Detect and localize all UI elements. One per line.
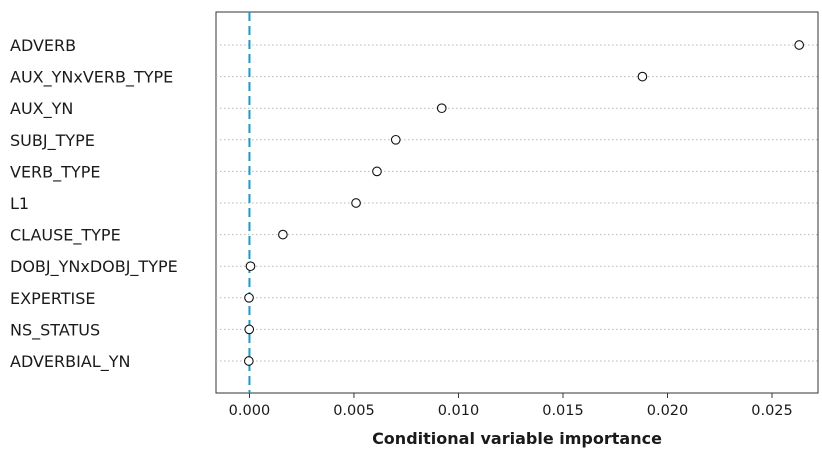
data-point <box>245 261 256 272</box>
data-point <box>243 356 254 366</box>
data-point <box>372 166 382 177</box>
data-point <box>390 134 401 145</box>
data-point <box>436 103 447 114</box>
category-label: SUBJ_TYPE <box>10 131 95 151</box>
category-label: AUX_YNxVERB_TYPE <box>10 68 173 88</box>
x-tick-label: 0.000 <box>229 403 271 419</box>
grid-lines <box>216 44 818 362</box>
category-label: ADVERB <box>10 36 76 55</box>
data-point <box>244 324 255 335</box>
x-tick-label: 0.020 <box>647 403 689 419</box>
x-tick-label: 0.015 <box>542 403 584 419</box>
data-points <box>243 40 805 366</box>
category-label: EXPERTISE <box>10 289 96 308</box>
category-label: L1 <box>10 194 29 213</box>
x-tick-label: 0.010 <box>438 403 480 419</box>
data-point <box>244 292 254 303</box>
x-axis-label: Conditional variable importance <box>372 429 662 448</box>
data-point <box>278 229 288 240</box>
category-label: VERB_TYPE <box>10 162 100 182</box>
x-tick-label: 0.005 <box>333 403 375 419</box>
category-label: ADVERBIAL_YN <box>10 352 130 372</box>
category-label: NS_STATUS <box>10 320 100 340</box>
x-tick-label: 0.025 <box>751 403 793 419</box>
category-label: CLAUSE_TYPE <box>10 226 121 246</box>
data-point <box>794 40 805 50</box>
category-label: AUX_YN <box>10 99 73 119</box>
data-point <box>637 71 648 82</box>
x-axis-ticks: 0.000 0.005 0.010 0.015 0.020 0.025 <box>229 393 793 419</box>
category-label: DOBJ_YNxDOBJ_TYPE <box>10 257 178 277</box>
data-point <box>351 198 361 208</box>
category-labels: ADVERB AUX_YNxVERB_TYPE AUX_YN SUBJ_TYPE VER… <box>10 36 178 372</box>
